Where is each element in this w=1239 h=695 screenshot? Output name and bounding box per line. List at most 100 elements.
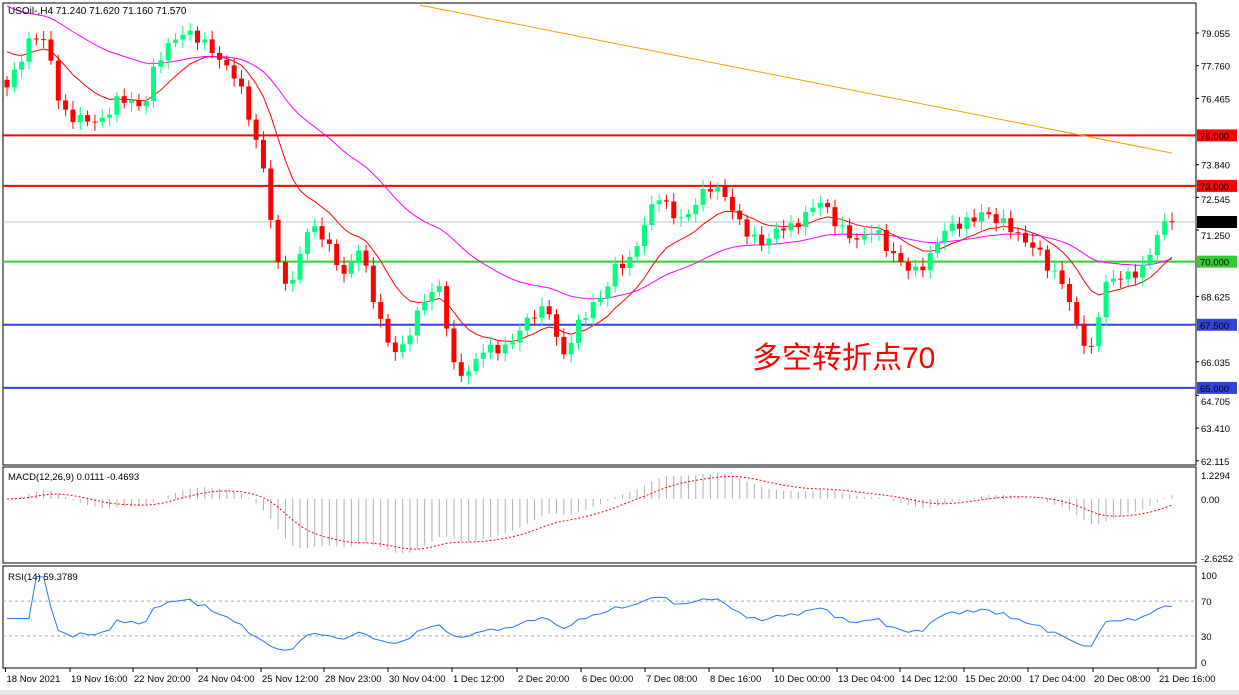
candle-body	[766, 238, 772, 246]
price-tick-label: 73.840	[1201, 161, 1230, 172]
candle-body	[1022, 232, 1028, 243]
candle-body	[26, 38, 32, 62]
candle-body	[129, 100, 135, 103]
level-label: 73.000	[1200, 182, 1229, 193]
candle-body	[729, 196, 735, 211]
candle-body	[1059, 270, 1065, 284]
ma-long-line	[419, 4, 1173, 154]
candle-body	[627, 256, 633, 269]
candle-body	[781, 228, 787, 231]
time-label: 7 Dec 08:00	[646, 674, 697, 685]
candle-body	[92, 121, 98, 123]
time-label: 14 Dec 12:00	[901, 674, 958, 685]
candle-body	[180, 34, 186, 40]
candle-body	[495, 344, 501, 354]
scrollbar[interactable]	[0, 690, 1239, 695]
candle-body	[253, 119, 259, 140]
candle-body	[99, 117, 105, 123]
candle-body	[1103, 281, 1109, 318]
candle-body	[832, 207, 838, 227]
candle-body	[414, 310, 420, 336]
candle-body	[927, 253, 933, 271]
candle-body	[1147, 255, 1153, 265]
candle-body	[195, 30, 201, 43]
candle-body	[722, 186, 728, 197]
level-tag	[1197, 381, 1237, 394]
time-label: 10 Dec 00:00	[774, 674, 831, 685]
candle-body	[546, 306, 552, 315]
candle-body	[634, 245, 640, 257]
candle-body	[1015, 232, 1021, 234]
candle-body	[869, 233, 875, 235]
candle-body	[854, 238, 860, 240]
candle-body	[737, 210, 743, 220]
candle-body	[224, 59, 230, 66]
level-tag	[1197, 179, 1237, 192]
current-price-label: 71.570	[1200, 218, 1229, 229]
candle-body	[590, 301, 596, 319]
candle-body	[1081, 323, 1087, 346]
candle-body	[19, 61, 25, 70]
candle-body	[759, 234, 765, 246]
candle-body	[1132, 271, 1138, 278]
rsi-tick-label: 30	[1201, 632, 1212, 643]
time-label: 20 Dec 08:00	[1094, 674, 1151, 685]
rsi-tick-label: 0	[1201, 658, 1206, 669]
candle-body	[297, 253, 303, 280]
candle-body	[473, 358, 479, 372]
candle-body	[11, 69, 17, 88]
candle-body	[971, 217, 977, 222]
candle-body	[935, 241, 941, 254]
macd-tick-label: 1.2294	[1201, 471, 1230, 482]
candle-body	[891, 251, 897, 254]
candle-body	[678, 217, 684, 219]
candle-body	[795, 223, 801, 228]
candle-body	[260, 139, 266, 169]
candle-body	[671, 201, 677, 219]
candle-body	[48, 39, 54, 61]
candle-body	[861, 234, 867, 240]
candle-body	[400, 344, 406, 353]
candle-body	[949, 223, 955, 231]
candle-body	[1066, 283, 1072, 303]
candle-body	[451, 328, 457, 363]
candle-body	[524, 317, 530, 331]
candle-body	[348, 262, 354, 274]
candle-body	[715, 186, 721, 192]
candle-body	[847, 225, 853, 239]
candle-body	[920, 266, 926, 271]
candle-body	[583, 318, 589, 320]
candle-body	[136, 100, 142, 107]
candle-body	[1074, 302, 1080, 324]
candle-body	[466, 371, 472, 376]
time-label: 1 Dec 12:00	[453, 674, 504, 685]
candle-body	[942, 230, 948, 242]
candle-body	[788, 223, 794, 231]
candle-body	[209, 39, 215, 53]
candle-body	[993, 214, 999, 224]
candle-body	[744, 219, 750, 237]
candle-body	[502, 344, 508, 354]
price-tick-label: 76.465	[1201, 94, 1230, 105]
time-label: 25 Nov 12:00	[262, 674, 319, 685]
candle-body	[978, 212, 984, 222]
candle-body	[1169, 221, 1175, 223]
rsi-label: RSI(14) 59.3789	[8, 572, 78, 583]
candle-body	[77, 115, 83, 122]
candle-body	[517, 330, 523, 343]
macd-tick-label: -2.6252	[1201, 554, 1233, 565]
macd-signal-line	[6, 475, 1173, 550]
candle-body	[913, 266, 919, 271]
candle-body	[1125, 271, 1131, 280]
candle-body	[158, 60, 164, 67]
candle-body	[107, 114, 113, 118]
candle-body	[773, 228, 779, 239]
candle-body	[1154, 235, 1160, 256]
current-price-tag	[1197, 216, 1237, 229]
candle-body	[1162, 221, 1168, 236]
candle-body	[378, 302, 384, 319]
candle-body	[1052, 270, 1058, 272]
time-label: 6 Dec 00:00	[582, 674, 633, 685]
candle-body	[1037, 247, 1043, 250]
